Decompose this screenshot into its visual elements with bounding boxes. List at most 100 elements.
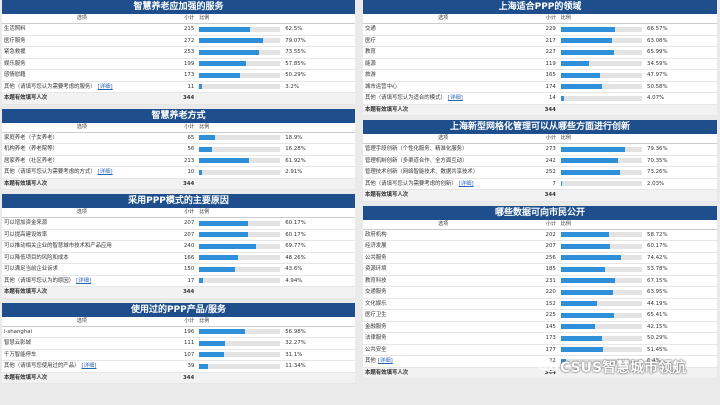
percent-text: 74.42% xyxy=(647,254,668,261)
header-ratio: 比例 xyxy=(560,135,571,141)
total-row: 本题有效填写人次 344 xyxy=(363,367,717,379)
progress-fill xyxy=(560,312,614,318)
progress-bar xyxy=(560,26,643,32)
row-count: 272 xyxy=(184,37,195,44)
row-ratio: 4.07% xyxy=(560,93,717,104)
detail-link[interactable]: [详细] xyxy=(458,180,474,187)
row-label: 居家养老（社区养老） xyxy=(2,156,160,167)
progress-fill xyxy=(560,255,622,261)
row-label: 紧急救援 xyxy=(2,47,160,58)
option-label: 经济发展 xyxy=(365,243,387,249)
progress-bar xyxy=(199,84,281,90)
row-label: 家庭养老（子女养老） xyxy=(2,133,160,144)
header-count: 小计 xyxy=(184,317,195,324)
header-count: 小计 xyxy=(545,135,556,141)
row-count: 65 xyxy=(187,134,195,141)
option-label: 其他（请填写您认为的原因） xyxy=(4,277,75,284)
total-count: 344 xyxy=(183,374,195,381)
progress-bar xyxy=(560,49,643,55)
header-ratio: 比例 xyxy=(560,220,571,227)
panel-title: 采用PPP模式的主要原因 xyxy=(2,194,355,208)
table-row: 城市运营中心 174 50.58% xyxy=(363,82,717,93)
total-count: 344 xyxy=(183,180,195,187)
detail-link[interactable]: [详细] xyxy=(81,363,97,369)
row-label: 其他（请填写您认为需要考虑的方式） [详细] xyxy=(2,167,160,178)
row-label: 旅游 xyxy=(363,70,521,81)
option-label: 可以提高建设效率 xyxy=(4,231,48,238)
option-label: 公共服务 xyxy=(365,254,387,261)
survey-panel: 智慧养老应加强的服务 选项 小计 比例 生活照料 215 62.5% 医疗服务 272 79.07… xyxy=(2,0,355,105)
row-count: 11 xyxy=(187,83,195,90)
total-count: 344 xyxy=(183,289,195,295)
progress-bar xyxy=(560,38,643,44)
progress-fill xyxy=(560,243,610,249)
progress-bar xyxy=(199,61,281,67)
table-row: 感情慰藉 173 50.29% xyxy=(2,70,355,82)
progress-fill xyxy=(560,38,613,44)
detail-link[interactable]: [详细] xyxy=(97,169,113,175)
row-ratio: 65.99% xyxy=(560,47,717,58)
detail-link[interactable]: [详细] xyxy=(76,277,92,284)
progress-fill xyxy=(560,358,567,364)
total-row: 本题有效填写人次 344 xyxy=(2,93,355,105)
header-ratio: 比例 xyxy=(560,15,571,21)
progress-fill xyxy=(199,135,215,141)
header-count: 小计 xyxy=(545,15,556,21)
option-label: 公共安全 xyxy=(365,346,387,353)
detail-link[interactable]: [详细] xyxy=(97,83,113,90)
progress-bar xyxy=(560,181,643,187)
row-count: 107 xyxy=(184,351,195,358)
option-label: 可以推动相关企业的智慧城市技术和产品应用 xyxy=(4,243,112,249)
row-ratio: 43.6% xyxy=(199,264,355,275)
detail-link[interactable]: [详细] xyxy=(447,95,463,101)
progress-bar xyxy=(199,72,281,78)
option-label: 文化娱乐 xyxy=(365,300,387,307)
row-label: 交通服务 xyxy=(363,287,521,298)
row-count: 185 xyxy=(545,266,556,272)
row-ratio: 32.27% xyxy=(199,338,355,349)
total-count: 344 xyxy=(544,369,556,376)
row-label: 娱乐服务 xyxy=(2,59,160,70)
option-label: 教育科技 xyxy=(365,277,387,284)
percent-text: 70.35% xyxy=(647,157,668,164)
table-row: 可以降低项目的风险和成本 166 48.26% xyxy=(2,253,355,264)
row-count: 215 xyxy=(184,26,195,32)
option-label: 生活照料 xyxy=(4,26,26,32)
table-row: 医疗 217 63.08% xyxy=(363,36,717,47)
table-row: 千万智能停车 107 31.1% xyxy=(2,350,355,361)
option-label: i-shanghai xyxy=(4,328,33,335)
progress-bar xyxy=(199,363,281,369)
row-ratio: 2.03% xyxy=(560,179,717,190)
total-row: 本题有效填写人次 344 xyxy=(363,104,717,116)
percent-text: 31.1% xyxy=(285,351,303,358)
row-count: 202 xyxy=(545,231,556,238)
detail-link[interactable]: [详细] xyxy=(377,358,393,364)
row-ratio: 60.17% xyxy=(199,230,355,241)
table-row: 机构养老（养老院等） 56 16.28% xyxy=(2,144,355,156)
row-label: 其他（请填写您使用过的产品） [详细] xyxy=(2,361,160,372)
percent-text: 53.78% xyxy=(647,266,668,272)
progress-bar xyxy=(560,84,643,90)
header-option: 选项 xyxy=(76,15,87,21)
table-header: 选项 小计 比例 xyxy=(363,134,717,144)
table-row: 管理手段创新（个性化服务、精准化服务） 273 79.36% xyxy=(363,144,717,156)
table-row: 管理技术创新（网络智能技术、数据共享技术） 252 73.26% xyxy=(363,167,717,179)
row-count: 240 xyxy=(184,243,195,249)
row-ratio: 16.28% xyxy=(199,144,355,155)
row-ratio: 31.1% xyxy=(199,350,355,361)
row-ratio: 42.15% xyxy=(560,322,717,333)
percent-text: 11.34% xyxy=(285,363,306,369)
row-ratio: 73.55% xyxy=(199,47,355,58)
percent-text: 57.85% xyxy=(285,60,306,67)
option-label: 医疗服务 xyxy=(4,37,26,44)
survey-panel: 上海新型网格化管理可以从哪些方面进行创新 选项 小计 比例 管理手段创新（个性化服务、精… xyxy=(363,120,717,202)
percent-text: 48.26% xyxy=(285,254,306,261)
table-row: 文化娱乐 152 44.19% xyxy=(363,299,717,310)
option-label: 智慧云影城 xyxy=(4,340,31,346)
row-label: 千万智能停车 xyxy=(2,350,160,361)
percent-text: 50.29% xyxy=(285,72,306,78)
row-ratio: 74.42% xyxy=(560,253,717,264)
panel-title: 智慧养老方式 xyxy=(2,108,355,123)
progress-fill xyxy=(560,95,565,101)
progress-fill xyxy=(199,329,246,335)
